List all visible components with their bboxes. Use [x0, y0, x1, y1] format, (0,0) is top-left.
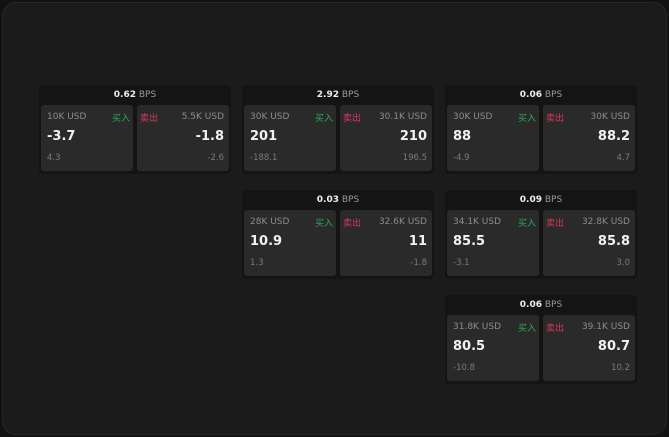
buy-size: 30K USD — [453, 112, 493, 122]
buy-price: 201 — [250, 129, 278, 144]
buy-size: 30K USD — [250, 112, 290, 122]
sell-price: 80.7 — [597, 339, 630, 354]
buy-cell[interactable]: 10K USD 买入 -3.7 4.3 — [41, 105, 133, 171]
spread-unit: BPS — [544, 195, 563, 205]
spread-unit: BPS — [341, 90, 360, 100]
sell-cell[interactable]: 30K USD 卖出 88.2 4.7 — [543, 105, 635, 171]
buy-cell[interactable]: 30K USD 买入 201 -188.1 — [244, 105, 336, 171]
sell-label: 卖出 — [546, 114, 565, 124]
buy-label: 买入 — [111, 114, 130, 124]
sell-cell[interactable]: 32.6K USD 卖出 11 -1.8 — [340, 210, 432, 276]
sell-change: 3.0 — [616, 258, 630, 268]
buy-cell[interactable]: 34.1K USD 买入 85.5 -3.1 — [447, 210, 539, 276]
sell-label: 卖出 — [546, 324, 565, 334]
spread-unit: BPS — [544, 90, 563, 100]
sell-label: 卖出 — [343, 114, 362, 124]
buy-cell[interactable]: 31.8K USD 买入 80.5 -10.8 — [447, 315, 539, 381]
sell-cell[interactable]: 39.1K USD 卖出 80.7 10.2 — [543, 315, 635, 381]
buy-size: 31.8K USD — [453, 322, 502, 332]
sell-cell[interactable]: 30.1K USD 卖出 210 196.5 — [340, 105, 432, 171]
buy-price: -3.7 — [47, 129, 76, 144]
sell-size: 39.1K USD — [581, 322, 630, 332]
spread-header: 0.03 BPS — [242, 190, 434, 210]
spread-header: 0.06 BPS — [445, 295, 637, 315]
buy-label: 买入 — [314, 219, 333, 229]
quote-tile: 0.09 BPS 34.1K USD 买入 85.5 -3.1 32.8K US… — [445, 190, 637, 279]
buy-cell[interactable]: 30K USD 买入 88 -4.9 — [447, 105, 539, 171]
sell-cell[interactable]: 5.5K USD 卖出 -1.8 -2.6 — [137, 105, 229, 171]
sell-change: -2.6 — [207, 153, 224, 163]
quote-tile: 2.92 BPS 30K USD 买入 201 -188.1 30.1K USD… — [242, 85, 434, 174]
buy-price: 85.5 — [453, 234, 486, 249]
sell-size: 30.1K USD — [378, 112, 427, 122]
buy-label: 买入 — [517, 114, 536, 124]
sell-change: 10.2 — [611, 363, 630, 373]
spread-value: 0.62 — [113, 90, 136, 100]
buy-change: -10.8 — [453, 363, 475, 373]
spread-header: 0.62 BPS — [39, 85, 231, 105]
sell-label: 卖出 — [343, 219, 362, 229]
sell-change: -1.8 — [410, 258, 427, 268]
sell-size: 5.5K USD — [181, 112, 224, 122]
buy-price: 80.5 — [453, 339, 486, 354]
sell-change: 196.5 — [402, 153, 427, 163]
sell-size: 30K USD — [590, 112, 630, 122]
sell-size: 32.8K USD — [581, 217, 630, 227]
buy-label: 买入 — [314, 114, 333, 124]
sell-label: 卖出 — [140, 114, 159, 124]
spread-value: 0.03 — [316, 195, 339, 205]
quote-tile: 0.03 BPS 28K USD 买入 10.9 1.3 32.6K USD 卖… — [242, 190, 434, 279]
buy-change: 1.3 — [250, 258, 264, 268]
buy-price: 88 — [453, 129, 472, 144]
spread-unit: BPS — [138, 90, 157, 100]
spread-value: 0.06 — [519, 300, 542, 310]
spread-unit: BPS — [341, 195, 360, 205]
quote-tile: 0.06 BPS 30K USD 买入 88 -4.9 30K USD 卖出 8… — [445, 85, 637, 174]
buy-size: 28K USD — [250, 217, 290, 227]
sell-cell[interactable]: 32.8K USD 卖出 85.8 3.0 — [543, 210, 635, 276]
spread-header: 2.92 BPS — [242, 85, 434, 105]
buy-price: 10.9 — [250, 234, 283, 249]
buy-change: 4.3 — [47, 153, 61, 163]
sell-price: 85.8 — [597, 234, 630, 249]
spread-header: 0.09 BPS — [445, 190, 637, 210]
quote-tile: 0.62 BPS 10K USD 买入 -3.7 4.3 5.5K USD 卖出… — [39, 85, 231, 174]
buy-label: 买入 — [517, 324, 536, 334]
buy-change: -4.9 — [453, 153, 470, 163]
spread-value: 2.92 — [316, 90, 339, 100]
sell-price: 88.2 — [597, 129, 630, 144]
quote-tile: 0.06 BPS 31.8K USD 买入 80.5 -10.8 39.1K U… — [445, 295, 637, 384]
buy-cell[interactable]: 28K USD 买入 10.9 1.3 — [244, 210, 336, 276]
spread-value: 0.06 — [519, 90, 542, 100]
sell-price: 11 — [408, 234, 427, 249]
spread-header: 0.06 BPS — [445, 85, 637, 105]
buy-change: -3.1 — [453, 258, 470, 268]
sell-size: 32.6K USD — [378, 217, 427, 227]
buy-label: 买入 — [517, 219, 536, 229]
buy-change: -188.1 — [250, 153, 278, 163]
spread-value: 0.09 — [519, 195, 542, 205]
sell-price: 210 — [399, 129, 427, 144]
buy-size: 10K USD — [47, 112, 87, 122]
sell-price: -1.8 — [195, 129, 224, 144]
spread-unit: BPS — [544, 300, 563, 310]
sell-change: 4.7 — [616, 153, 630, 163]
buy-size: 34.1K USD — [453, 217, 502, 227]
sell-label: 卖出 — [546, 219, 565, 229]
